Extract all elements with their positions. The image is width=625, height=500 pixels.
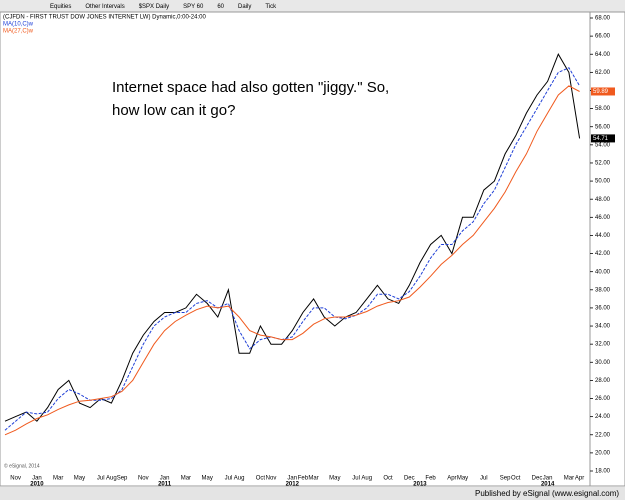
x-tick-label: Nov — [266, 476, 277, 482]
x-tick-label: Jan — [287, 476, 297, 482]
y-tick-label: 44.00 — [595, 233, 611, 239]
x-tick-label: Dec — [404, 476, 415, 482]
x-tick-label: Apr — [447, 476, 456, 482]
last-value-label: 54.71 — [593, 136, 609, 142]
footer-bar — [0, 487, 625, 500]
x-tick-label: Apr — [575, 476, 584, 482]
plot-area — [0, 11, 591, 487]
y-tick-label: 50.00 — [595, 179, 611, 185]
y-tick-label: 46.00 — [595, 215, 611, 221]
copyright: © eSignal, 2014 — [4, 462, 40, 469]
last-value-tag — [591, 87, 615, 96]
x-tick-label: Mar — [308, 476, 318, 482]
year-label: 2010 — [30, 482, 44, 488]
x-tick-label: Oct — [511, 476, 521, 482]
toolbar-item: $SPX Daily — [139, 4, 169, 10]
x-tick-label: Mar — [53, 476, 63, 482]
x-tick-label: Oct — [383, 476, 393, 482]
x-tick-label: Jul — [480, 476, 488, 482]
toolbar — [0, 0, 625, 12]
toolbar-item: Equities — [50, 4, 71, 10]
x-tick-label: Mar — [564, 476, 574, 482]
x-tick-label: Sep — [117, 476, 128, 482]
chart-title: (CJFDN - FIRST TRUST DOW JONES INTERNET … — [3, 15, 206, 21]
y-tick-label: 48.00 — [595, 197, 611, 203]
y-tick-label: 36.00 — [595, 305, 611, 311]
x-tick-label: Jul — [225, 476, 233, 482]
x-tick-label: Nov — [10, 476, 21, 482]
y-tick-label: 26.00 — [595, 396, 611, 402]
x-tick-label: Dec — [532, 476, 543, 482]
y-tick-label: 56.00 — [595, 124, 611, 130]
legend-entry: MA(10,C)w — [3, 22, 34, 28]
x-tick-label: Oct — [256, 476, 266, 482]
y-tick-label: 28.00 — [595, 378, 611, 384]
x-tick-label: Feb — [425, 476, 436, 482]
footer: Published by eSignal (www.esignal.com) — [475, 489, 619, 498]
y-tick-label: 52.00 — [595, 161, 611, 167]
y-tick-label: 20.00 — [595, 450, 611, 456]
toolbar-item: 60 — [217, 4, 224, 10]
year-label: 2011 — [158, 482, 172, 488]
x-tick-label: May — [457, 476, 468, 482]
toolbar-item: Other Intervals — [85, 4, 124, 10]
y-tick-label: 30.00 — [595, 360, 611, 366]
last-value-label: 59.89 — [593, 89, 609, 95]
x-tick-label: May — [74, 476, 85, 482]
annotation-line: how low can it go? — [112, 102, 235, 119]
y-tick-label: 18.00 — [595, 469, 611, 475]
year-label: 2012 — [286, 482, 300, 488]
annotation-line: Internet space had also gotten "jiggy." … — [112, 79, 389, 96]
y-tick-label: 24.00 — [595, 414, 611, 420]
x-tick-label: Jul — [97, 476, 105, 482]
x-tick-label: Aug — [106, 476, 117, 482]
x-tick-label: May — [201, 476, 212, 482]
toolbar-item: Tick — [265, 4, 277, 10]
x-tick-label: Jul — [352, 476, 360, 482]
x-tick-label: Jan — [32, 476, 42, 482]
x-tick-label: May — [329, 476, 340, 482]
x-tick-label: Nov — [138, 476, 149, 482]
y-tick-label: 68.00 — [595, 16, 611, 22]
series-line — [4, 67, 581, 431]
y-tick-label: 62.00 — [595, 70, 611, 76]
year-label: 2013 — [413, 482, 427, 488]
y-tick-label: 42.00 — [595, 251, 611, 257]
legend-entry: MA(27,C)w — [3, 29, 34, 35]
y-tick-label: 64.00 — [595, 52, 611, 58]
x-tick-label: Jan — [543, 476, 553, 482]
y-tick-label: 38.00 — [595, 287, 611, 293]
toolbar-item: SPY 60 — [183, 4, 204, 10]
y-tick-label: 40.00 — [595, 269, 611, 275]
x-tick-label: Aug — [361, 476, 372, 482]
y-tick-label: 34.00 — [595, 324, 611, 330]
y-tick-label: 66.00 — [595, 34, 611, 40]
series-line — [4, 85, 580, 436]
y-tick-label: 22.00 — [595, 432, 611, 438]
year-label: 2014 — [541, 482, 555, 488]
toolbar-item: Daily — [238, 4, 251, 10]
x-tick-label: Sep — [500, 476, 511, 482]
x-tick-label: Mar — [181, 476, 191, 482]
y-tick-label: 54.00 — [595, 142, 611, 148]
x-tick-label: Jan — [160, 476, 170, 482]
x-tick-label: Feb — [298, 476, 309, 482]
x-tick-label: Aug — [234, 476, 245, 482]
y-tick-label: 32.00 — [595, 342, 611, 348]
last-value-tag — [591, 134, 615, 143]
y-tick-label: 58.00 — [595, 106, 611, 112]
